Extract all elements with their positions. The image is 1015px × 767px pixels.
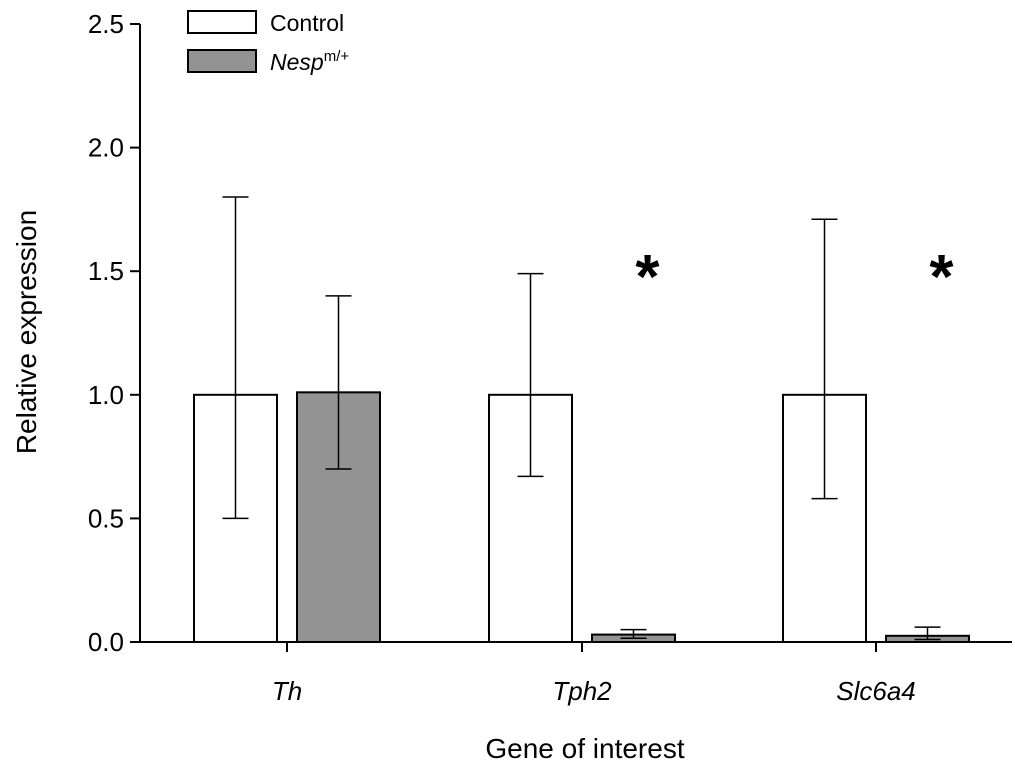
y-tick-label: 2.0	[88, 133, 124, 163]
bars	[194, 392, 969, 642]
y-tick-label: 1.5	[88, 256, 124, 286]
y-tick-label: 0.5	[88, 503, 124, 533]
legend-swatch	[188, 50, 256, 72]
legend: Control Nespm/+	[188, 10, 349, 75]
y-axis-title: Relative expression	[11, 210, 42, 454]
legend-label: Control	[270, 10, 344, 36]
legend-label: Nespm/+	[270, 48, 349, 75]
legend-swatch	[188, 11, 256, 33]
x-tick-label: Slc6a4	[836, 676, 916, 706]
x-tick-label: Tph2	[552, 676, 612, 706]
y-tick-label: 2.5	[88, 9, 124, 39]
y-tick-label: 1.0	[88, 380, 124, 410]
significance-star: *	[635, 243, 660, 312]
significance-star: *	[929, 243, 954, 312]
y-tick-label: 0.0	[88, 627, 124, 657]
significance-markers: * *	[635, 243, 954, 312]
x-axis-title: Gene of interest	[485, 733, 684, 764]
x-tick-label: Th	[272, 676, 302, 706]
